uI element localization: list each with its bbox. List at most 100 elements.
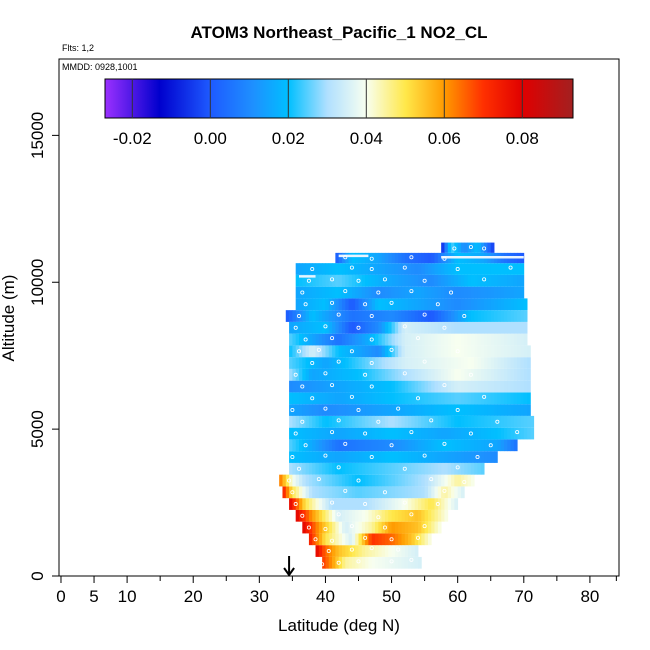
- heatmap-cell: [351, 333, 356, 346]
- heatmap-cell: [292, 380, 297, 393]
- heatmap-cell: [315, 274, 320, 287]
- heatmap-cell: [384, 474, 389, 487]
- heatmap-cell: [494, 310, 498, 322]
- sample-point: [389, 443, 394, 448]
- heatmap-cell: [351, 321, 356, 334]
- heatmap-cell: [477, 263, 482, 275]
- heatmap-cell: [411, 521, 416, 534]
- heatmap-cell: [401, 298, 406, 311]
- heatmap-cell: [312, 439, 316, 452]
- heatmap-cell: [454, 415, 459, 428]
- heatmap-cell: [388, 545, 392, 557]
- heatmap-cell: [398, 321, 402, 334]
- heatmap-cell: [447, 380, 452, 393]
- heatmap-cell: [299, 298, 303, 311]
- heatmap-cell: [338, 333, 343, 346]
- heatmap-cell: [464, 427, 468, 440]
- heatmap-cell: [418, 380, 422, 393]
- heatmap-cell: [348, 380, 353, 393]
- heatmap-cell: [444, 498, 449, 510]
- heatmap-cell: [464, 333, 468, 346]
- heatmap-cell: [358, 451, 363, 463]
- heatmap-cell: [427, 310, 432, 322]
- heatmap-cell: [497, 357, 502, 369]
- heatmap-cell: [394, 498, 399, 510]
- heatmap-cell: [457, 274, 462, 287]
- heatmap-cell: [510, 321, 515, 334]
- heatmap-cell: [490, 333, 495, 346]
- heatmap-cell: [434, 310, 439, 322]
- heatmap-cell: [361, 345, 366, 358]
- heatmap-cell: [513, 310, 518, 322]
- heatmap-cell: [378, 451, 383, 463]
- heatmap-cell: [375, 252, 379, 264]
- heatmap-cell: [338, 392, 343, 405]
- heatmap-cell: [441, 498, 445, 510]
- heatmap-cell: [308, 439, 313, 452]
- sample-point: [455, 267, 460, 272]
- heatmap-cell: [391, 462, 396, 475]
- heatmap-cell: [507, 380, 511, 393]
- heatmap-cell: [494, 357, 498, 369]
- heatmap-cell: [351, 392, 356, 405]
- heatmap-cell: [484, 321, 488, 334]
- heatmap-cell: [351, 474, 356, 487]
- heatmap-cell: [378, 439, 383, 452]
- sample-point: [482, 277, 487, 282]
- heatmap-cell: [328, 298, 333, 311]
- sample-point: [336, 418, 341, 423]
- heatmap-cell: [318, 474, 323, 487]
- heatmap-cell: [345, 404, 349, 416]
- heatmap-cell: [421, 392, 426, 405]
- heatmap-cell: [315, 404, 320, 416]
- heatmap-cell: [368, 486, 373, 499]
- heatmap-cell: [497, 380, 502, 393]
- heatmap-cell: [289, 415, 293, 428]
- heatmap-cell: [365, 274, 369, 287]
- heatmap-cell: [365, 310, 369, 322]
- heatmap-cell: [457, 368, 462, 381]
- heatmap-cell: [474, 333, 478, 346]
- heatmap-cell: [315, 380, 320, 393]
- sample-point: [495, 419, 500, 424]
- heatmap-cell: [315, 368, 320, 381]
- heatmap-cell: [503, 404, 508, 416]
- heatmap-cell: [375, 333, 379, 346]
- heatmap-cell: [404, 556, 409, 569]
- heatmap-cell: [460, 474, 465, 487]
- heatmap-cell: [368, 474, 373, 487]
- heatmap-cell: [467, 392, 472, 405]
- sample-point: [363, 302, 368, 307]
- heatmap-cell: [454, 380, 459, 393]
- heatmap-cell: [421, 252, 426, 264]
- heatmap-cell: [513, 404, 518, 416]
- heatmap-cell: [282, 486, 287, 499]
- sample-point: [452, 246, 457, 251]
- heatmap-cell: [451, 486, 455, 499]
- heatmap-cell: [302, 310, 307, 322]
- heatmap-cell: [401, 321, 406, 334]
- heatmap-cell: [457, 380, 462, 393]
- heatmap-cell: [447, 368, 452, 381]
- heatmap-cell: [371, 321, 376, 334]
- heatmap-cell: [391, 310, 396, 322]
- heatmap-cell: [371, 439, 376, 452]
- sample-point: [363, 502, 368, 507]
- heatmap-cell: [414, 380, 419, 393]
- heatmap-cell: [497, 368, 502, 381]
- heatmap-cell: [328, 380, 333, 393]
- heatmap-cell: [490, 321, 495, 334]
- heatmap-cell: [421, 368, 426, 381]
- heatmap-cell: [408, 462, 412, 475]
- heatmap-cell: [332, 357, 336, 369]
- heatmap-cell: [447, 486, 452, 499]
- heatmap-cell: [308, 509, 313, 522]
- heatmap-cell: [474, 392, 478, 405]
- heatmap-cell: [289, 392, 293, 405]
- heatmap-cell: [424, 415, 429, 428]
- heatmap-cell: [358, 310, 363, 322]
- heatmap-cell: [507, 310, 511, 322]
- heatmap-cell: [404, 427, 409, 440]
- heatmap-cell: [312, 462, 316, 475]
- heatmap-cell: [487, 310, 492, 322]
